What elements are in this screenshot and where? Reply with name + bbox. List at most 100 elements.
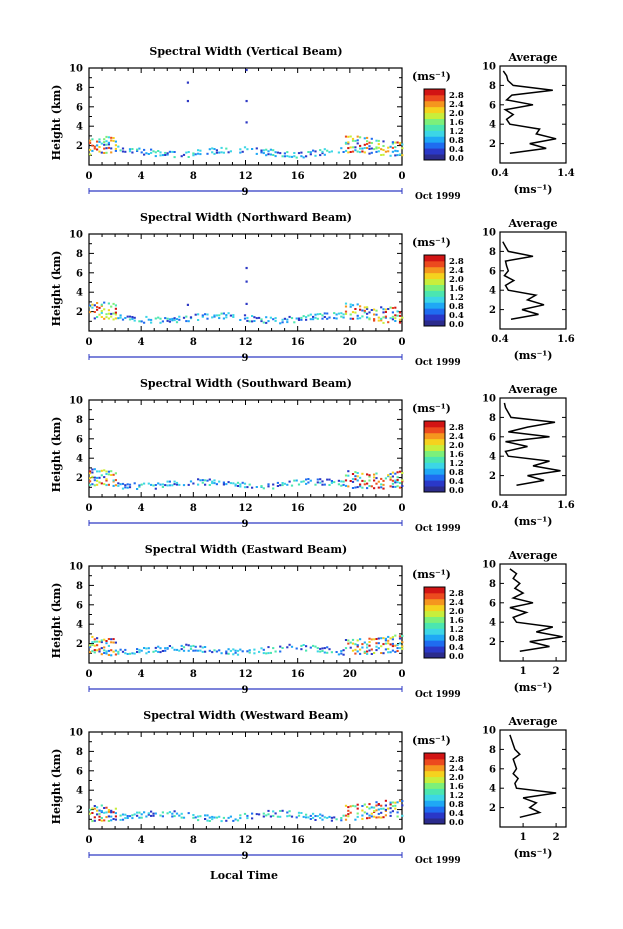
heatmap-cell [105, 147, 108, 150]
day-label: 9 [242, 187, 249, 198]
colorbar-tick-label: 1.6 [449, 450, 464, 460]
colorbar-tick-label: 0.8 [449, 800, 464, 810]
heatmap-cell [356, 650, 359, 653]
heatmap-cell [326, 651, 329, 654]
avg-x-label: (ms⁻¹) [514, 515, 553, 528]
heatmap-cell [100, 653, 103, 656]
heatmap-cell [288, 814, 291, 817]
heatmap-cell [197, 483, 200, 486]
heatmap-cell [370, 142, 373, 144]
heatmap-cell [396, 801, 399, 804]
heatmap-cell [147, 650, 150, 653]
heatmap-cell [157, 150, 160, 152]
heatmap-cell [173, 319, 176, 322]
heatmap-cell [314, 316, 317, 319]
heatmap-cell [138, 485, 141, 488]
heatmap-cell [373, 473, 376, 476]
heatmap-cell [145, 152, 148, 155]
heatmap-cell [382, 637, 385, 640]
heatmap-cell [363, 651, 366, 654]
heatmap-cell [105, 313, 108, 316]
heatmap-cell [197, 819, 200, 822]
colorbar-tick-label: 2.8 [449, 589, 464, 599]
heatmap-cell [366, 650, 369, 653]
heatmap-cell [197, 149, 200, 152]
heatmap-cell [359, 648, 362, 651]
heatmap-cell [377, 146, 380, 149]
heatmap-cell [103, 819, 106, 822]
heatmap-cell [377, 139, 380, 142]
heatmap-cell [239, 483, 242, 486]
heatmap-cell [387, 642, 390, 645]
heatmap-cell [103, 646, 106, 649]
heatmap-cell [349, 480, 352, 482]
y-tick-label: 2 [76, 473, 83, 484]
colorbar-segment [424, 142, 445, 149]
heatmap-cell [394, 141, 397, 144]
heatmap-cell [124, 150, 127, 153]
heatmap-cell [363, 137, 366, 140]
heatmap-cell [295, 816, 298, 819]
heatmap-cell [286, 151, 289, 154]
heatmap-cell [121, 813, 125, 816]
heatmap-cell [121, 147, 125, 150]
heatmap-cell [272, 487, 275, 490]
colorbar-tick-label: 1.6 [449, 782, 464, 792]
heatmap-cell [161, 483, 164, 486]
heatmap-cell [246, 814, 249, 817]
avg-y-tick-label: 2 [489, 305, 496, 316]
heatmap-cell [321, 814, 324, 817]
heatmap-cell [382, 149, 385, 151]
heatmap-cell [312, 149, 315, 152]
heatmap-cell [328, 648, 331, 651]
heatmap-cell [103, 147, 106, 150]
heatmap-cell [89, 153, 92, 156]
heatmap-cell [171, 319, 174, 322]
heatmap-cell [305, 316, 308, 319]
heatmap-cell [380, 807, 383, 810]
heatmap-cell [349, 313, 352, 316]
heatmap-cell [98, 818, 101, 821]
heatmap-cell [314, 150, 317, 153]
heatmap-cell [384, 639, 387, 642]
heatmap-cell [253, 316, 256, 319]
heatmap-cell [401, 143, 404, 146]
heatmap-cell [248, 483, 251, 486]
heatmap-cell [340, 484, 343, 487]
heatmap-cell [368, 816, 371, 819]
heatmap-cell [356, 303, 359, 306]
heatmap-cell [326, 149, 329, 152]
heatmap-cell [227, 312, 230, 315]
heatmap-cell [382, 140, 385, 143]
heatmap-cell [194, 645, 197, 648]
heatmap-cell [119, 149, 122, 152]
avg-frame [499, 729, 567, 828]
heatmap-cell [93, 638, 96, 641]
x-tick-label: 4 [138, 669, 145, 680]
heatmap-cell [246, 316, 249, 319]
heatmap-cell [267, 813, 270, 816]
avg-x-tick-label: 1.4 [557, 168, 574, 179]
heatmap-cell [335, 651, 338, 653]
heatmap-cell [131, 151, 134, 154]
colorbar-tick-label: 2.0 [449, 441, 464, 451]
heatmap-cell [377, 642, 380, 645]
heatmap-cell [314, 815, 317, 817]
heatmap-cell [117, 484, 120, 487]
heatmap-cell [186, 81, 190, 84]
heatmap-cell [391, 638, 394, 641]
heatmap-cell [197, 478, 200, 481]
heatmap-cell [279, 810, 282, 812]
heatmap-cell [105, 151, 108, 154]
heatmap-cell [363, 641, 366, 644]
colorbar-tick-label: 1.2 [449, 459, 464, 469]
heatmap-cell [380, 652, 383, 654]
heatmap-cell [152, 812, 155, 815]
heatmap-cell [312, 315, 315, 318]
heatmap-cell [351, 480, 355, 483]
heatmap-cell [218, 649, 221, 652]
heatmap-cell [380, 637, 383, 640]
heatmap-cell [103, 317, 106, 320]
heatmap-cell [245, 99, 248, 103]
heatmap-cell [321, 317, 324, 320]
